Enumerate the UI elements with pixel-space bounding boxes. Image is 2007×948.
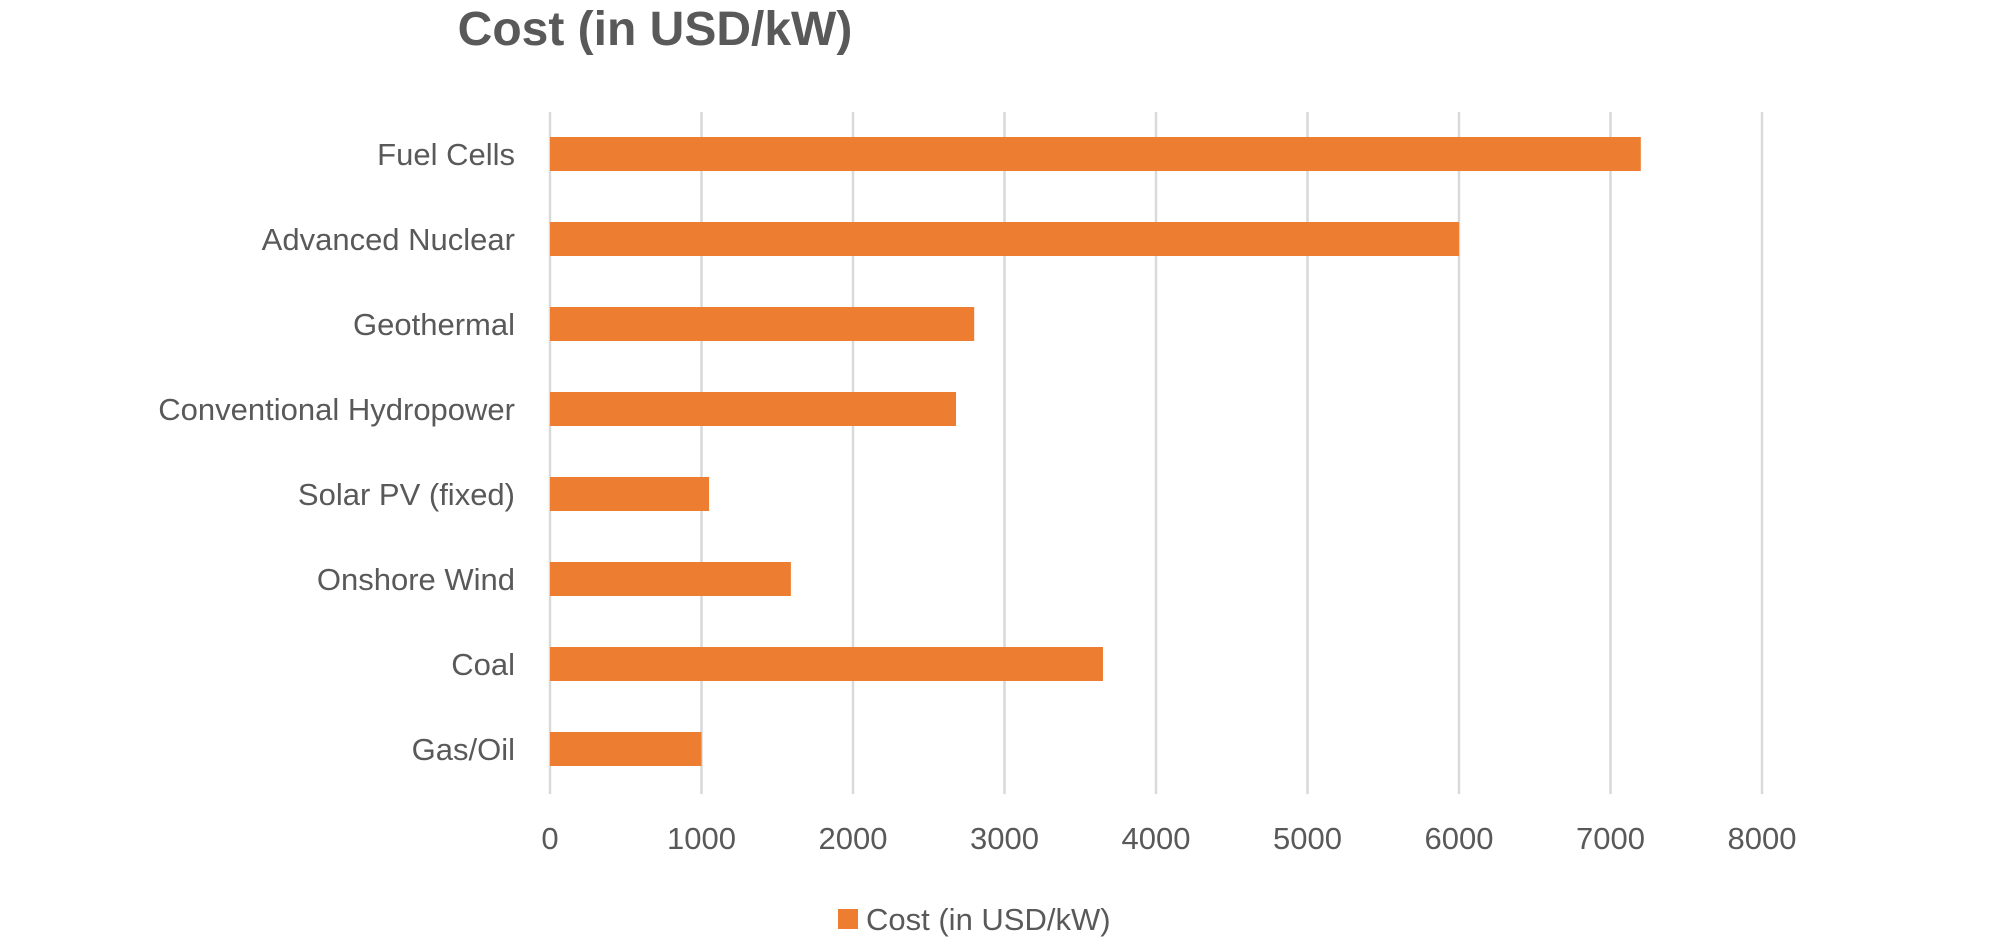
x-tick-label: 2000: [819, 821, 888, 856]
bar: [550, 647, 1103, 681]
gridlines: [548, 112, 1764, 794]
category-label: Solar PV (fixed): [298, 477, 515, 512]
category-label: Conventional Hydropower: [158, 392, 515, 427]
bar: [550, 307, 975, 341]
x-tick-labels: 0 1000 2000 3000 4000 5000 6000 7000 8000: [541, 821, 1796, 856]
x-tick-label: 7000: [1576, 821, 1645, 856]
bar: [550, 392, 957, 426]
x-tick-label: 0: [541, 821, 558, 856]
category-label: Onshore Wind: [317, 562, 515, 597]
category-label: Geothermal: [353, 307, 515, 342]
x-tick-label: 3000: [970, 821, 1039, 856]
bar: [550, 222, 1459, 256]
bar: [550, 562, 791, 596]
x-tick-label: 5000: [1273, 821, 1342, 856]
category-label: Advanced Nuclear: [262, 222, 515, 257]
x-tick-label: 1000: [667, 821, 736, 856]
bar: [550, 137, 1641, 171]
chart-title: Cost (in USD/kW): [457, 3, 853, 56]
bar: [550, 477, 710, 511]
category-labels: Fuel Cells Advanced Nuclear Geothermal Conv…: [158, 137, 515, 767]
bar: [550, 732, 702, 766]
x-tick-label: 8000: [1728, 821, 1797, 856]
x-tick-label: 6000: [1425, 821, 1494, 856]
legend-label: Cost (in USD/kW): [866, 902, 1111, 937]
x-tick-label: 4000: [1122, 821, 1191, 856]
category-label: Coal: [451, 647, 515, 682]
legend-swatch: [838, 909, 858, 929]
category-label: Gas/Oil: [412, 732, 515, 767]
category-label: Fuel Cells: [377, 137, 515, 172]
legend: Cost (in USD/kW): [838, 902, 1111, 937]
bars: [550, 137, 1641, 766]
